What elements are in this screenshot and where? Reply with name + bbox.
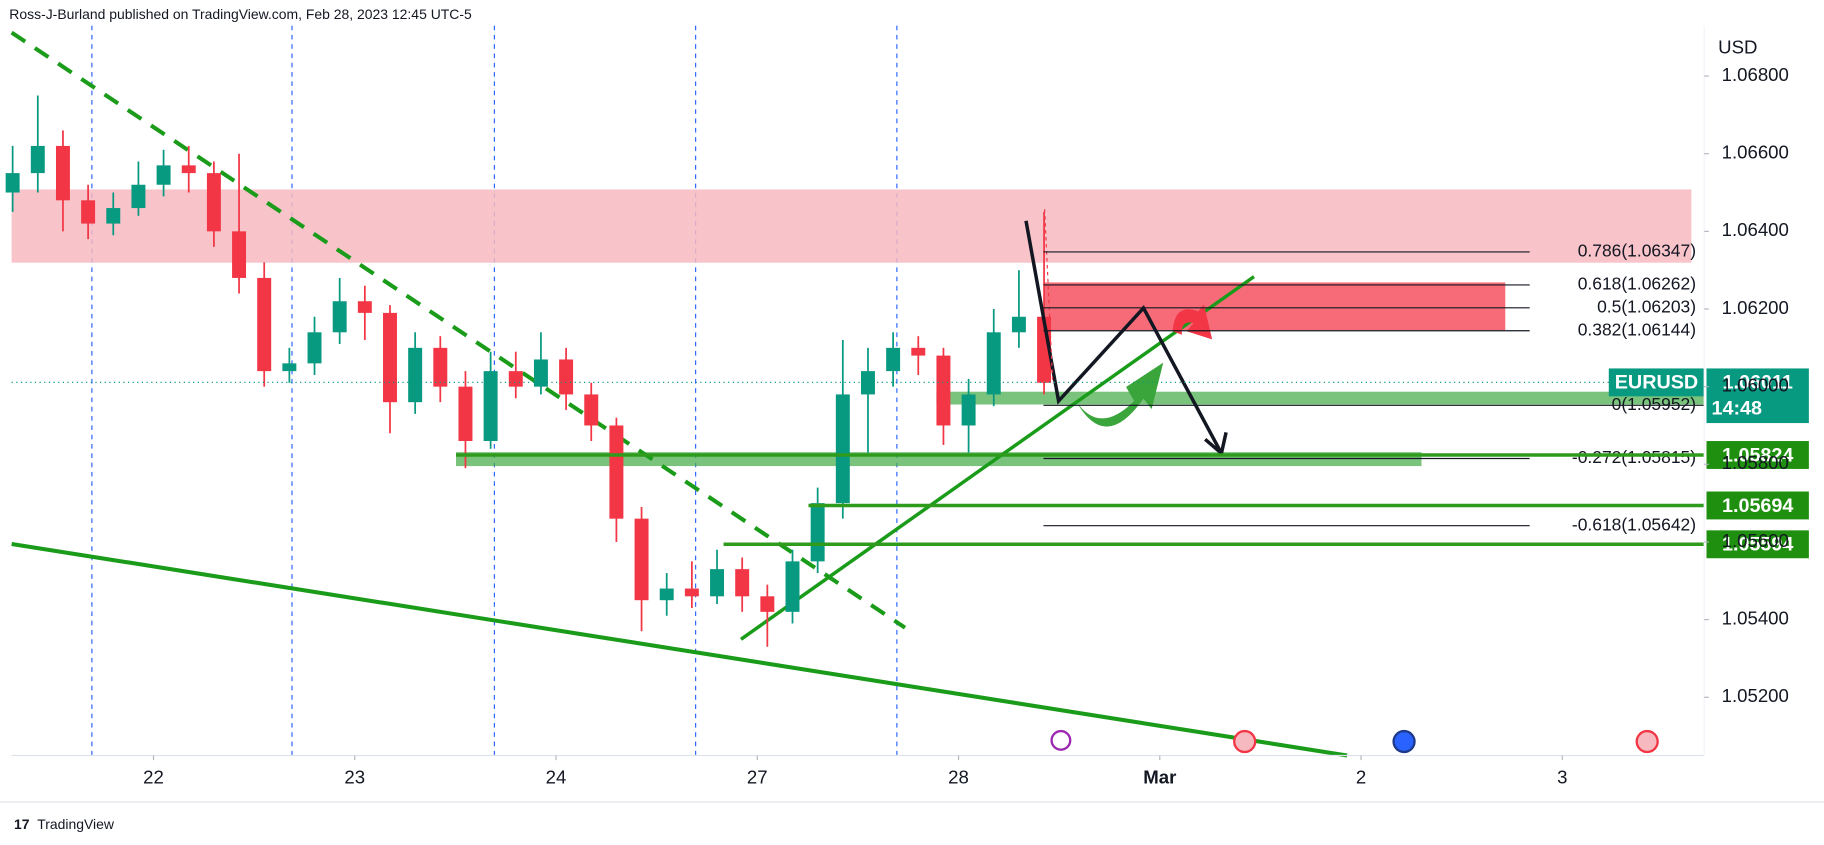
event-icon: [1233, 729, 1257, 754]
y-tick-label: 1.05400: [1722, 608, 1789, 629]
candle-body: [181, 165, 196, 174]
candle-body: [30, 145, 45, 174]
price-badge-label: 1.05594: [1722, 534, 1793, 556]
event-icon: [1635, 729, 1659, 754]
candle-body: [282, 363, 297, 372]
header: Ross-J-Burland published on TradingView.…: [9, 6, 472, 22]
candle-body: [508, 371, 523, 387]
candle-body: [458, 386, 473, 442]
candle-body: [936, 355, 951, 426]
resistance-zone: [11, 189, 1692, 263]
current-price-badge: [1706, 368, 1809, 424]
candle-body: [383, 312, 397, 403]
y-tick-label: 1.05600: [1722, 530, 1789, 551]
y-tick-label: 1.05200: [1722, 685, 1789, 706]
logo-mark: 17: [14, 816, 30, 832]
candle-body: [810, 503, 825, 562]
candle-body: [684, 588, 699, 597]
candle-body: [710, 569, 725, 597]
bounce-arrow: [1076, 362, 1164, 427]
candle-body: [735, 569, 750, 597]
candle-body: [232, 231, 247, 278]
candle-body: [357, 301, 372, 313]
supply-zone: [1043, 282, 1506, 331]
candle-body: [785, 561, 800, 612]
x-tick-label: 24: [546, 767, 567, 788]
event-icon: [1392, 729, 1416, 754]
symbol-label: EURUSD: [1615, 372, 1698, 394]
current-price-label: 1.06011: [1723, 372, 1793, 394]
candle-body: [986, 332, 1001, 395]
x-tick-label: 28: [948, 767, 969, 788]
y-tick-label: 1.06600: [1722, 142, 1789, 163]
fib-label: -0.618(1.05642): [1572, 514, 1696, 534]
countdown-label: 14:48: [1711, 397, 1762, 419]
candle-body: [408, 347, 423, 403]
drawings: [10, 25, 1705, 758]
candle-body: [5, 173, 20, 193]
candle-body: [609, 425, 624, 519]
x-tick-label: 3: [1557, 767, 1567, 788]
currency: USD: [1718, 37, 1757, 58]
candle-body: [106, 208, 121, 224]
projection-arrow: [1024, 220, 1223, 455]
footer: TradingView: [37, 816, 115, 832]
candle-body: [206, 173, 221, 232]
fib-label: 0.786(1.06347): [1578, 241, 1696, 261]
fib-label: 0.382(1.06144): [1578, 319, 1696, 339]
candle-body: [81, 200, 96, 224]
y-tick-label: 1.05800: [1722, 452, 1789, 473]
y-tick-label: 1.06000: [1722, 375, 1789, 396]
fib-anchor: [1044, 209, 1054, 384]
y-tick-label: 1.06400: [1722, 219, 1789, 240]
candle-body: [433, 347, 448, 387]
x-tick-label: 2: [1356, 767, 1366, 788]
price-badge: [1706, 441, 1809, 469]
candle-body: [533, 359, 548, 387]
candle-body: [961, 394, 976, 426]
candles: [5, 95, 1052, 647]
candle-body: [307, 332, 322, 364]
x-tick-label: 27: [747, 767, 768, 788]
candle-body: [483, 371, 498, 442]
fib-label: 0.618(1.06262): [1578, 274, 1696, 294]
y-tick-label: 1.06200: [1722, 297, 1789, 318]
price-badge-label: 1.05824: [1722, 444, 1793, 466]
fib-label: 0.5(1.06203): [1597, 296, 1696, 316]
x-tick-label: 22: [143, 767, 164, 788]
x-tick-label: Mar: [1143, 767, 1176, 788]
y-tick-label: 1.06800: [1722, 64, 1789, 85]
candle-body: [131, 184, 146, 209]
candle-body: [835, 394, 850, 504]
event-icons: [1050, 729, 1659, 754]
candle-body: [1011, 316, 1026, 333]
candle-body: [584, 394, 599, 426]
candle-body: [156, 165, 171, 185]
trend-line: [10, 30, 907, 630]
candle-body: [332, 301, 347, 333]
trend-line: [11, 541, 1348, 758]
price-badge-label: 1.05694: [1722, 495, 1793, 517]
annotations: 0.786(1.06347) 0.618(1.06262)0.5(1.06203)…: [11, 209, 1809, 754]
support-band: [936, 391, 1705, 405]
trend-line: [739, 275, 1256, 641]
candle-body: [559, 359, 574, 395]
fib-label: -0.272(1.05815): [1572, 447, 1696, 467]
price-badge: [1706, 491, 1809, 520]
symbol-badge: [1608, 368, 1705, 397]
x-tick-label: 23: [344, 767, 365, 788]
price-badge: [1706, 530, 1809, 559]
candle-body: [659, 588, 674, 601]
candle-body: [911, 347, 926, 356]
candle-body: [55, 145, 70, 201]
candle-body: [634, 518, 649, 601]
candle-body: [257, 277, 272, 372]
fib-label: 0(1.05952): [1612, 394, 1696, 414]
candle-body: [760, 596, 775, 612]
candle-body: [886, 347, 901, 372]
event-icon: [1050, 729, 1072, 751]
